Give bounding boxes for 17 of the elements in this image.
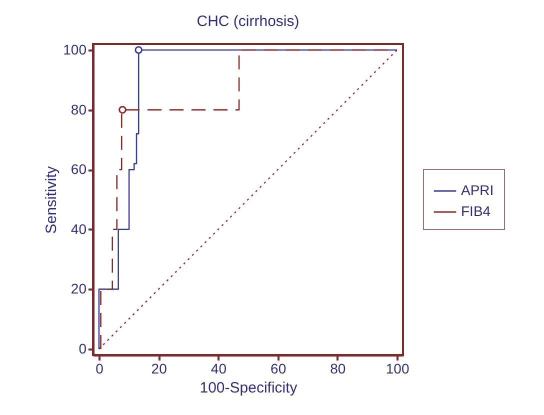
y-tick-label: 20 <box>70 280 87 297</box>
y-tick-label: 40 <box>70 220 87 237</box>
x-tick-label: 60 <box>270 360 286 376</box>
x-tick-label: 20 <box>151 360 168 376</box>
x-tick-label: 0 <box>96 360 104 376</box>
legend-label: FIB4 <box>461 203 491 219</box>
y-axis-title: Sensitivity <box>43 166 60 234</box>
legend-label: APRI <box>461 182 494 198</box>
y-tick-label: 60 <box>70 161 87 178</box>
x-axis-title: 100-Specificity <box>200 380 298 396</box>
x-tick-label: 100 <box>386 360 410 376</box>
x-tick-label: 40 <box>210 360 227 376</box>
y-tick-label: 100 <box>63 41 87 58</box>
y-tick-label: 0 <box>78 340 87 357</box>
chart-title: CHC (cirrhosis) <box>196 12 300 30</box>
x-tick-label: 80 <box>330 360 346 376</box>
y-tick-label: 80 <box>70 101 87 118</box>
